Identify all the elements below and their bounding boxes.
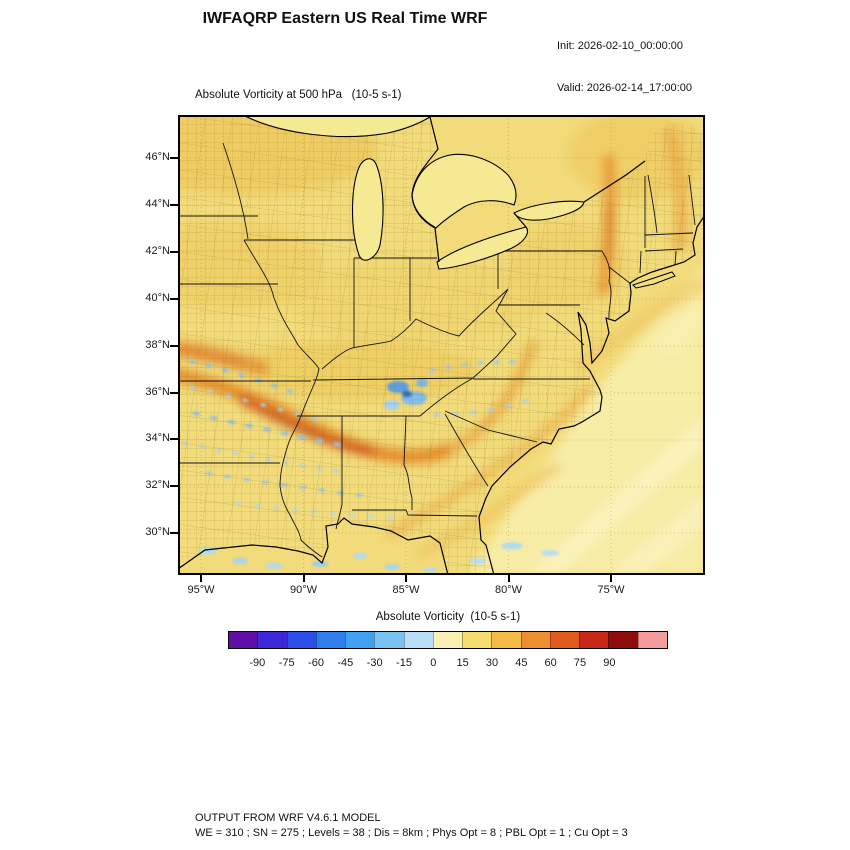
- colorbar-segment: [257, 632, 287, 648]
- lat-tick-mark: [170, 203, 178, 206]
- lat-tick-label: 40°N: [145, 291, 170, 304]
- lat-tick-label: 30°N: [145, 526, 170, 539]
- lake-michigan: [351, 158, 384, 261]
- lon-tick-label: 85°W: [392, 584, 420, 596]
- lat-tick-mark: [170, 344, 178, 347]
- colorbar-segment: [286, 632, 316, 648]
- lon-tick-label: 95°W: [187, 584, 215, 596]
- init-time-label: Init: 2026-02-10_00:00:00: [557, 40, 683, 52]
- coastline: [177, 116, 706, 576]
- lake-erie: [436, 226, 529, 270]
- colorbar-segment: [315, 632, 346, 648]
- colorbar-segment: [403, 632, 433, 648]
- page-title: IWFAQRP Eastern US Real Time WRF: [202, 10, 488, 27]
- colorbar-tick-label: 15: [456, 657, 469, 669]
- colorbar-tick-label: 45: [515, 657, 528, 669]
- lat-tick-label: 32°N: [145, 479, 170, 492]
- footer-model-line: OUTPUT FROM WRF V4.6.1 MODEL: [195, 812, 381, 824]
- lon-tick-mark: [610, 575, 612, 582]
- model-run-info: Init: 2026-02-10_00:00:00 Valid: 2026-02…: [557, 11, 692, 123]
- map-frame: [178, 115, 705, 575]
- lat-tick-mark: [170, 485, 178, 488]
- colorbar-segment: [520, 632, 550, 648]
- lat-tick-label: 36°N: [145, 385, 170, 398]
- lon-tick-label: 90°W: [289, 584, 318, 596]
- vorticity-map: [177, 114, 706, 576]
- colorbar-segment: [229, 632, 258, 648]
- lake-huron: [411, 153, 517, 229]
- lake-superior: [242, 114, 431, 138]
- lat-tick-label: 46°N: [145, 151, 170, 163]
- colorbar-segment: [374, 632, 404, 648]
- lon-tick-mark: [200, 575, 202, 582]
- lat-tick-mark: [170, 438, 178, 441]
- colorbar-tick-label: -60: [308, 657, 324, 669]
- lat-tick-label: 44°N: [145, 197, 170, 210]
- colorbar-tick-label: -75: [278, 657, 295, 669]
- lake-ontario: [513, 200, 585, 221]
- lat-tick-label: 42°N: [145, 244, 170, 257]
- colorbar-tick-label: 60: [544, 657, 557, 669]
- long-island: [632, 271, 676, 289]
- colorbar-segment: [608, 632, 638, 648]
- lat-tick-mark: [170, 532, 178, 535]
- lon-tick-mark: [507, 575, 510, 582]
- colorbar-tick-label: -90: [249, 657, 266, 669]
- valid-time-label: Valid: 2026-02-14_17:00:00: [557, 82, 692, 94]
- field-title: Absolute Vorticity at 500 hPa (10-5 s-1): [195, 89, 402, 101]
- colorbar-tick-label: -45: [337, 657, 354, 669]
- lat-tick-label: 34°N: [145, 432, 170, 445]
- colorbar-tick-label: 75: [573, 657, 587, 669]
- colorbar-segment: [549, 632, 580, 648]
- colorbar-segment: [491, 632, 521, 648]
- footer: OUTPUT FROM WRF V4.6.1 MODEL WE = 310 ; …: [195, 811, 628, 840]
- colorbar-tick-label: 0: [430, 657, 437, 669]
- colorbar-segment: [637, 632, 667, 648]
- great-lakes: [242, 114, 585, 270]
- colorbar-segment: [345, 632, 375, 648]
- colorbar-segment: [432, 632, 463, 648]
- colorbar: [228, 631, 668, 649]
- lat-tick-mark: [170, 391, 178, 394]
- lon-tick-label: 80°W: [494, 584, 523, 596]
- state-borders: [178, 142, 696, 558]
- lat-tick-mark: [170, 297, 178, 300]
- colorbar-tick-label: -30: [366, 657, 383, 669]
- lat-tick-label: 38°N: [145, 338, 170, 351]
- colorbar-tick-label: -15: [396, 657, 412, 669]
- lat-tick-mark: [170, 250, 178, 253]
- lat-tick-mark: [170, 157, 178, 159]
- colorbar-segment: [579, 632, 609, 648]
- lon-tick-mark: [405, 575, 407, 582]
- map-canvas: [177, 114, 706, 576]
- colorbar-segment: [462, 632, 492, 648]
- colorbar-label: Absolute Vorticity (10-5 s-1): [375, 611, 521, 623]
- lon-tick-mark: [302, 575, 305, 582]
- colorbar-tick-label: 30: [485, 657, 499, 669]
- lon-tick-label: 75°W: [597, 584, 625, 596]
- colorbar-tick-label: 90: [603, 657, 616, 669]
- footer-config-line: WE = 310 ; SN = 275 ; Levels = 38 ; Dis …: [195, 826, 628, 839]
